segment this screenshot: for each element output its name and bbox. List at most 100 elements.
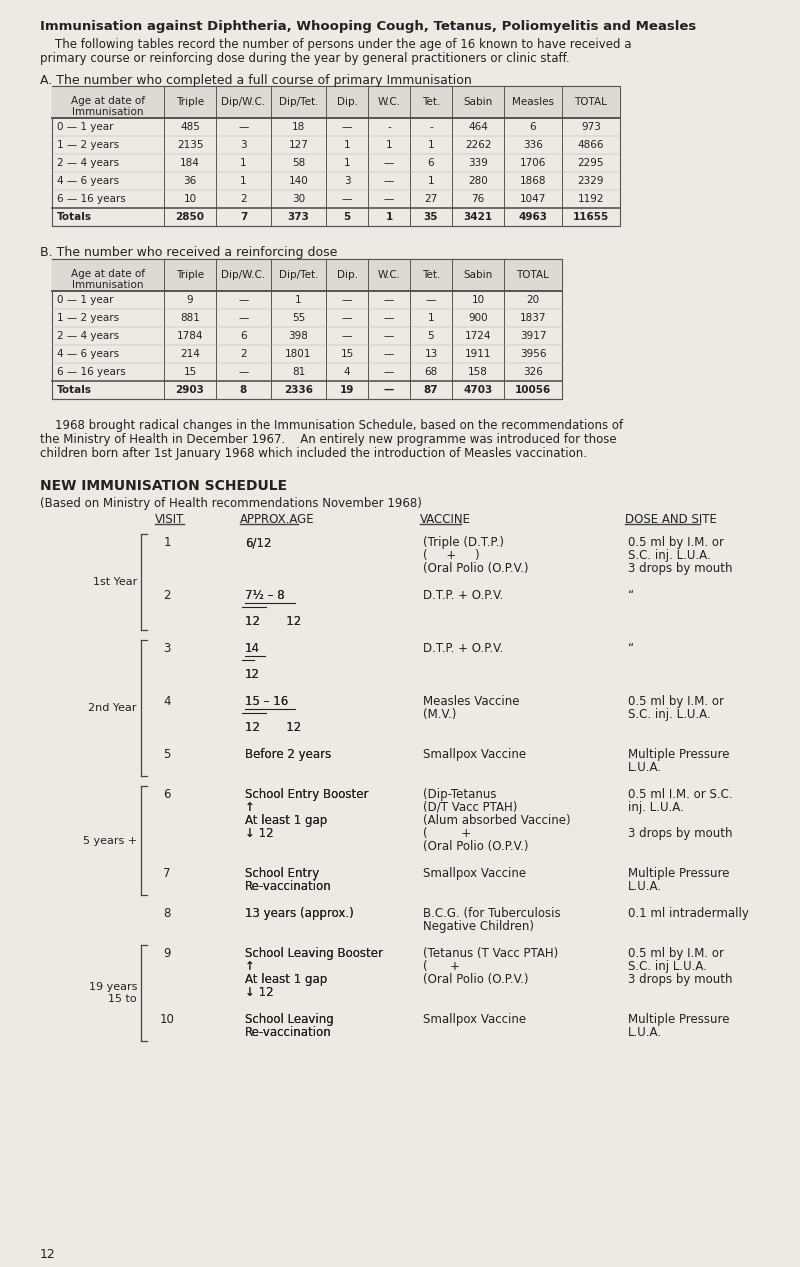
Text: 58: 58 bbox=[292, 158, 305, 169]
Text: 1: 1 bbox=[295, 295, 302, 305]
Text: Smallpox Vaccine: Smallpox Vaccine bbox=[423, 1014, 526, 1026]
Text: —: — bbox=[342, 122, 352, 132]
Text: 1: 1 bbox=[428, 176, 434, 186]
Text: Before 2 years: Before 2 years bbox=[245, 748, 331, 761]
Text: L.U.A.: L.U.A. bbox=[628, 761, 662, 774]
Text: —: — bbox=[384, 158, 394, 169]
Text: 2329: 2329 bbox=[578, 176, 604, 186]
Text: ↓ 12: ↓ 12 bbox=[245, 986, 274, 998]
Text: primary course or reinforcing dose during the year by general practitioners or c: primary course or reinforcing dose durin… bbox=[40, 52, 570, 65]
Text: 4963: 4963 bbox=[518, 212, 547, 222]
Text: 2336: 2336 bbox=[284, 385, 313, 395]
Text: D.T.P. + O.P.V.: D.T.P. + O.P.V. bbox=[423, 589, 503, 602]
Text: 973: 973 bbox=[581, 122, 601, 132]
Text: Age at date of: Age at date of bbox=[71, 96, 145, 106]
Text: 10: 10 bbox=[471, 295, 485, 305]
Text: 158: 158 bbox=[468, 367, 488, 378]
Text: 12       12: 12 12 bbox=[245, 721, 302, 734]
Text: APPROX.AGE: APPROX.AGE bbox=[240, 513, 314, 526]
Text: 280: 280 bbox=[468, 176, 488, 186]
Text: The following tables record the number of persons under the age of 16 known to h: The following tables record the number o… bbox=[40, 38, 631, 51]
Bar bbox=[52, 86, 620, 118]
Text: —: — bbox=[384, 367, 394, 378]
Text: 6/12: 6/12 bbox=[245, 536, 271, 549]
Text: (Oral Polio (O.P.V.): (Oral Polio (O.P.V.) bbox=[423, 563, 529, 575]
Text: Immunisation: Immunisation bbox=[72, 280, 144, 290]
Text: —: — bbox=[342, 194, 352, 204]
Text: VACCINE: VACCINE bbox=[420, 513, 471, 526]
Text: S.C. inj. L.U.A.: S.C. inj. L.U.A. bbox=[628, 708, 710, 721]
Text: 14: 14 bbox=[245, 642, 260, 655]
Text: 68: 68 bbox=[424, 367, 438, 378]
Text: 2850: 2850 bbox=[175, 212, 205, 222]
Text: 3: 3 bbox=[240, 139, 247, 150]
Text: B.C.G. (for Tuberculosis: B.C.G. (for Tuberculosis bbox=[423, 907, 561, 920]
Text: —: — bbox=[238, 367, 249, 378]
Text: 18: 18 bbox=[292, 122, 305, 132]
Text: —: — bbox=[384, 295, 394, 305]
Text: (Based on Ministry of Health recommendations November 1968): (Based on Ministry of Health recommendat… bbox=[40, 497, 422, 511]
Text: -: - bbox=[387, 122, 391, 132]
Text: 81: 81 bbox=[292, 367, 305, 378]
Text: Re-vaccination: Re-vaccination bbox=[245, 1026, 332, 1039]
Text: VISIT: VISIT bbox=[155, 513, 184, 526]
Text: Re-vaccination: Re-vaccination bbox=[245, 1026, 332, 1039]
Text: Dip.: Dip. bbox=[337, 270, 358, 280]
Text: 30: 30 bbox=[292, 194, 305, 204]
Text: 3: 3 bbox=[344, 176, 350, 186]
Text: 15: 15 bbox=[340, 348, 354, 359]
Text: 1724: 1724 bbox=[465, 331, 491, 341]
Text: 2903: 2903 bbox=[175, 385, 205, 395]
Text: 1: 1 bbox=[344, 158, 350, 169]
Text: 1: 1 bbox=[428, 139, 434, 150]
Text: 3 drops by mouth: 3 drops by mouth bbox=[628, 973, 733, 986]
Text: Dip/Tet.: Dip/Tet. bbox=[278, 270, 318, 280]
Text: 8: 8 bbox=[163, 907, 170, 920]
Text: (Dip-Tetanus: (Dip-Tetanus bbox=[423, 788, 497, 801]
Text: 0.5 ml by I.M. or: 0.5 ml by I.M. or bbox=[628, 696, 724, 708]
Text: (         +: ( + bbox=[423, 827, 471, 840]
Text: 1: 1 bbox=[163, 536, 170, 549]
Text: 19: 19 bbox=[340, 385, 354, 395]
Text: 5: 5 bbox=[428, 331, 434, 341]
Text: B. The number who received a reinforcing dose: B. The number who received a reinforcing… bbox=[40, 246, 338, 258]
Text: Measles: Measles bbox=[512, 98, 554, 106]
Bar bbox=[52, 258, 562, 291]
Text: 2135: 2135 bbox=[177, 139, 203, 150]
Text: School Leaving: School Leaving bbox=[245, 1014, 334, 1026]
Text: —: — bbox=[342, 331, 352, 341]
Text: 1: 1 bbox=[386, 139, 392, 150]
Text: 10056: 10056 bbox=[515, 385, 551, 395]
Text: 6: 6 bbox=[428, 158, 434, 169]
Text: —: — bbox=[238, 295, 249, 305]
Text: W.C.: W.C. bbox=[378, 270, 401, 280]
Text: Dip/W.C.: Dip/W.C. bbox=[222, 98, 266, 106]
Text: TOTAL: TOTAL bbox=[517, 270, 550, 280]
Text: 3917: 3917 bbox=[520, 331, 546, 341]
Text: 10: 10 bbox=[159, 1014, 174, 1026]
Text: 326: 326 bbox=[523, 367, 543, 378]
Text: —: — bbox=[342, 313, 352, 323]
Text: (D/T Vacc PTAH): (D/T Vacc PTAH) bbox=[423, 801, 518, 813]
Text: —: — bbox=[384, 385, 394, 395]
Text: Multiple Pressure: Multiple Pressure bbox=[628, 748, 730, 761]
Text: ↓ 12: ↓ 12 bbox=[245, 827, 274, 840]
Text: 373: 373 bbox=[287, 212, 310, 222]
Text: Age at date of: Age at date of bbox=[71, 269, 145, 279]
Text: School Entry Booster: School Entry Booster bbox=[245, 788, 369, 801]
Text: 5 years +: 5 years + bbox=[83, 835, 137, 845]
Text: Measles Vaccine: Measles Vaccine bbox=[423, 696, 519, 708]
Text: 3 drops by mouth: 3 drops by mouth bbox=[628, 563, 733, 575]
Text: 6 — 16 years: 6 — 16 years bbox=[57, 367, 126, 378]
Text: 35: 35 bbox=[424, 212, 438, 222]
Text: 6/12: 6/12 bbox=[245, 536, 271, 549]
Text: Dip/Tet.: Dip/Tet. bbox=[278, 98, 318, 106]
Text: 76: 76 bbox=[471, 194, 485, 204]
Text: 140: 140 bbox=[289, 176, 308, 186]
Text: 4: 4 bbox=[163, 696, 170, 708]
Text: At least 1 gap: At least 1 gap bbox=[245, 973, 327, 986]
Text: 14: 14 bbox=[245, 642, 260, 655]
Text: Smallpox Vaccine: Smallpox Vaccine bbox=[423, 748, 526, 761]
Text: 15 – 16: 15 – 16 bbox=[245, 696, 288, 708]
Text: 1: 1 bbox=[386, 212, 393, 222]
